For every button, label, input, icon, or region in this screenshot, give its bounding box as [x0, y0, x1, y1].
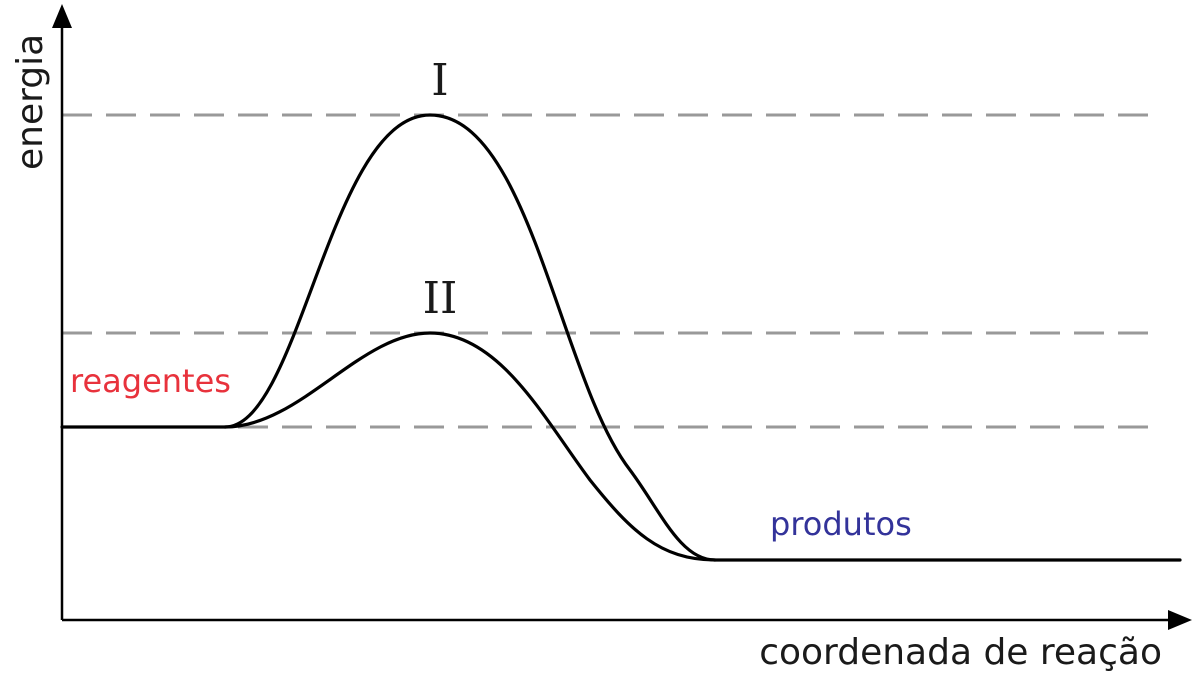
curve-ii [223, 331, 717, 562]
axes [52, 4, 1192, 630]
x-axis-label: coordenada de reação [759, 632, 1162, 673]
products-label: produtos [770, 505, 912, 543]
curve-i [60, 113, 1182, 562]
curve-label-ii: II [423, 273, 458, 324]
curves [60, 113, 1182, 562]
reactants-label: reagentes [70, 362, 231, 400]
reference-lines [62, 113, 1158, 429]
curve-label-i: I [431, 55, 448, 106]
y-axis-arrow-icon [52, 4, 72, 28]
x-axis-arrow-icon [1168, 610, 1192, 630]
y-axis-label: energia [10, 34, 51, 170]
